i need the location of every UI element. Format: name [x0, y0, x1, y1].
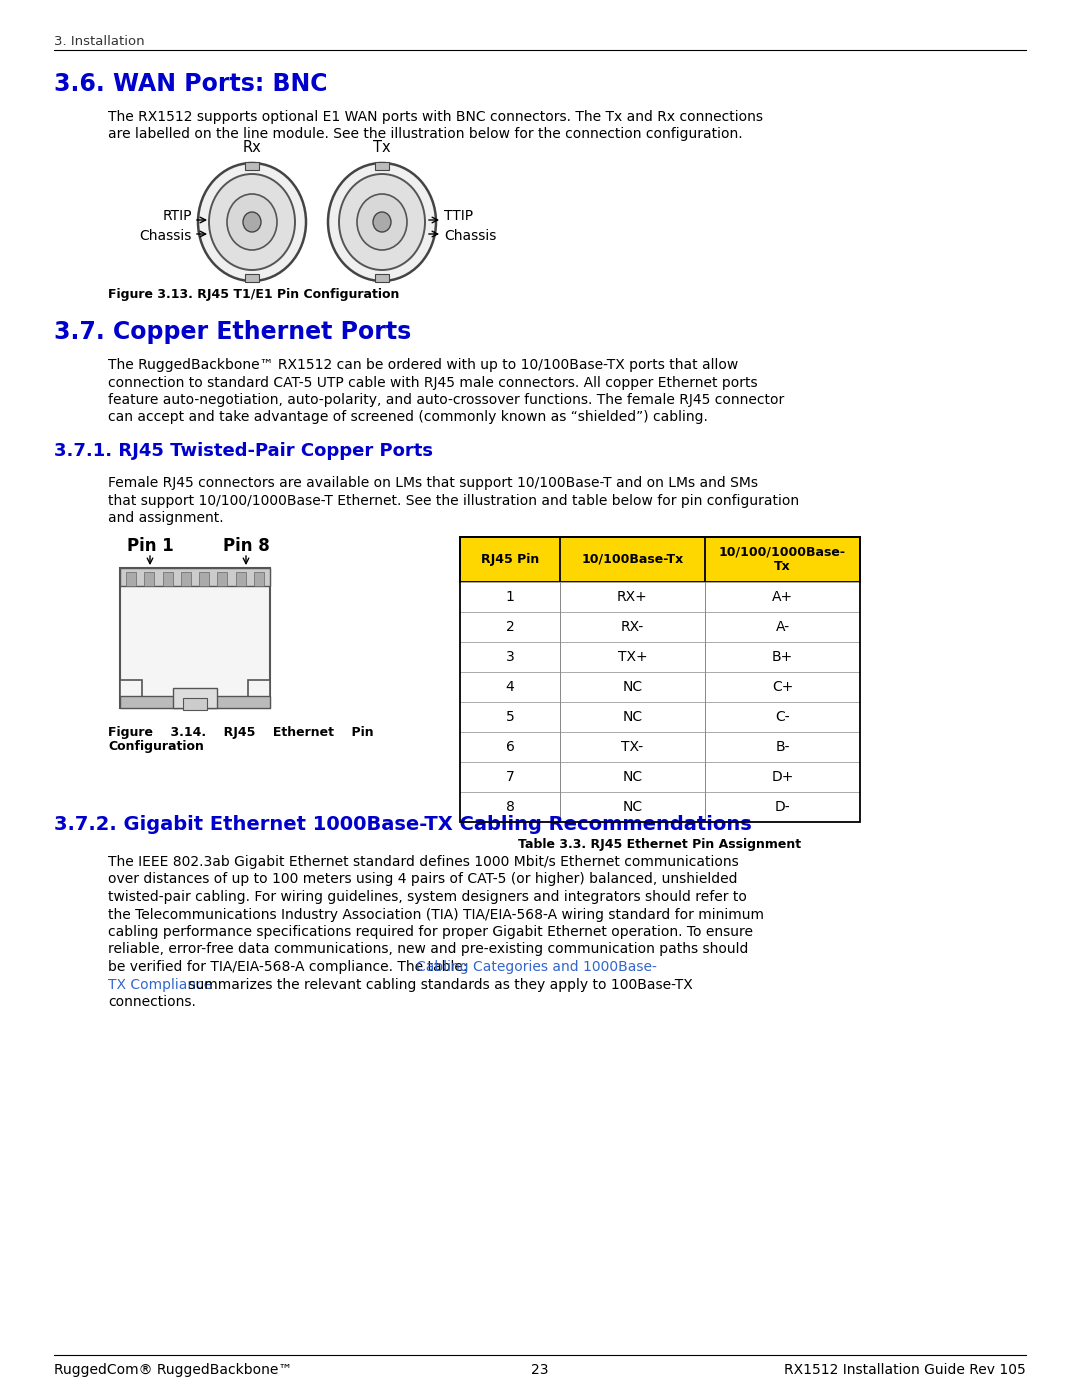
Bar: [180, 571, 191, 585]
Bar: [199, 571, 210, 585]
Text: Tx: Tx: [374, 140, 391, 155]
Text: C+: C+: [772, 680, 793, 694]
Text: Rx: Rx: [243, 140, 261, 155]
Bar: [460, 536, 860, 583]
Text: The IEEE 802.3ab Gigabit Ethernet standard defines 1000 Mbit/s Ethernet communic: The IEEE 802.3ab Gigabit Ethernet standa…: [108, 855, 739, 869]
Text: TTIP: TTIP: [444, 210, 473, 224]
Text: The RuggedBackbone™ RX1512 can be ordered with up to 10/100Base-TX ports that al: The RuggedBackbone™ RX1512 can be ordere…: [108, 358, 739, 372]
Text: B+: B+: [772, 650, 793, 664]
Text: RX1512 Installation Guide Rev 105: RX1512 Installation Guide Rev 105: [784, 1363, 1026, 1377]
Text: D+: D+: [771, 770, 794, 784]
Bar: [248, 680, 270, 708]
Text: TX+: TX+: [618, 650, 647, 664]
Text: A+: A+: [772, 590, 793, 604]
Text: summarizes the relevant cabling standards as they apply to 100Base-TX: summarizes the relevant cabling standard…: [184, 978, 692, 992]
Text: 3: 3: [505, 650, 514, 664]
Text: C-: C-: [775, 710, 789, 724]
Text: Configuration: Configuration: [108, 740, 204, 753]
Bar: [254, 571, 264, 585]
Text: RTIP: RTIP: [162, 210, 192, 224]
Text: Chassis: Chassis: [139, 229, 192, 243]
Text: reliable, error-free data communications, new and pre-existing communication pat: reliable, error-free data communications…: [108, 943, 748, 957]
Bar: [120, 696, 270, 708]
Ellipse shape: [373, 212, 391, 232]
Text: 3.7.1. RJ45 Twisted-Pair Copper Ports: 3.7.1. RJ45 Twisted-Pair Copper Ports: [54, 441, 433, 460]
Text: TX-: TX-: [621, 740, 644, 754]
Text: 6: 6: [505, 740, 514, 754]
Text: B-: B-: [775, 740, 789, 754]
Ellipse shape: [227, 194, 276, 250]
Text: Cabling Categories and 1000Base-: Cabling Categories and 1000Base-: [417, 960, 658, 974]
Text: 23: 23: [531, 1363, 549, 1377]
Text: be verified for TIA/EIA-568-A compliance. The table:: be verified for TIA/EIA-568-A compliance…: [108, 960, 472, 974]
Ellipse shape: [243, 212, 261, 232]
Bar: [375, 162, 389, 170]
Bar: [120, 569, 270, 708]
Text: 8: 8: [505, 800, 514, 814]
Text: 3. Installation: 3. Installation: [54, 35, 145, 47]
Text: Figure 3.13. RJ45 T1/E1 Pin Configuration: Figure 3.13. RJ45 T1/E1 Pin Configuratio…: [108, 288, 400, 300]
Text: can accept and take advantage of screened (commonly known as “shielded”) cabling: can accept and take advantage of screene…: [108, 411, 707, 425]
Text: cabling performance specifications required for proper Gigabit Ethernet operatio: cabling performance specifications requi…: [108, 925, 753, 939]
Ellipse shape: [328, 163, 436, 281]
Bar: [235, 571, 246, 585]
Text: RX-: RX-: [621, 620, 644, 634]
Ellipse shape: [339, 175, 426, 270]
Text: Figure    3.14.    RJ45    Ethernet    Pin: Figure 3.14. RJ45 Ethernet Pin: [108, 726, 374, 739]
Text: The RX1512 supports optional E1 WAN ports with BNC connectors. The Tx and Rx con: The RX1512 supports optional E1 WAN port…: [108, 110, 762, 124]
Text: feature auto-negotiation, auto-polarity, and auto-crossover functions. The femal: feature auto-negotiation, auto-polarity,…: [108, 393, 784, 407]
Bar: [460, 536, 860, 821]
Text: A-: A-: [775, 620, 789, 634]
Text: Chassis: Chassis: [444, 229, 497, 243]
Text: over distances of up to 100 meters using 4 pairs of CAT-5 (or higher) balanced, : over distances of up to 100 meters using…: [108, 873, 738, 887]
Text: connections.: connections.: [108, 995, 195, 1009]
Text: Pin 1: Pin 1: [126, 536, 174, 555]
Text: 1: 1: [505, 590, 514, 604]
Text: NC: NC: [622, 680, 643, 694]
Text: 2: 2: [505, 620, 514, 634]
Text: are labelled on the line module. See the illustration below for the connection c: are labelled on the line module. See the…: [108, 127, 743, 141]
Text: and assignment.: and assignment.: [108, 511, 224, 525]
Ellipse shape: [210, 175, 295, 270]
Text: 4: 4: [505, 680, 514, 694]
Bar: [183, 698, 207, 710]
Ellipse shape: [198, 163, 306, 281]
Text: RuggedCom® RuggedBackbone™: RuggedCom® RuggedBackbone™: [54, 1363, 293, 1377]
Text: connection to standard CAT-5 UTP cable with RJ45 male connectors. All copper Eth: connection to standard CAT-5 UTP cable w…: [108, 376, 758, 390]
Bar: [245, 162, 259, 170]
Bar: [145, 571, 154, 585]
Text: NC: NC: [622, 800, 643, 814]
Text: Table 3.3. RJ45 Ethernet Pin Assignment: Table 3.3. RJ45 Ethernet Pin Assignment: [518, 838, 801, 851]
Text: 10/100Base-Tx: 10/100Base-Tx: [581, 553, 684, 566]
Text: RJ45 Pin: RJ45 Pin: [481, 553, 539, 566]
Text: NC: NC: [622, 770, 643, 784]
Text: the Telecommunications Industry Association (TIA) TIA/EIA-568-A wiring standard : the Telecommunications Industry Associat…: [108, 908, 764, 922]
Text: 7: 7: [505, 770, 514, 784]
Text: 10/100/1000Base-
Tx: 10/100/1000Base- Tx: [719, 545, 846, 574]
Bar: [173, 687, 217, 708]
Text: Female RJ45 connectors are available on LMs that support 10/100Base-T and on LMs: Female RJ45 connectors are available on …: [108, 476, 758, 490]
Bar: [245, 274, 259, 282]
Text: twisted-pair cabling. For wiring guidelines, system designers and integrators sh: twisted-pair cabling. For wiring guideli…: [108, 890, 747, 904]
Bar: [120, 569, 270, 585]
Text: 3.7.2. Gigabit Ethernet 1000Base-TX Cabling Recommendations: 3.7.2. Gigabit Ethernet 1000Base-TX Cabl…: [54, 814, 752, 834]
Text: D-: D-: [774, 800, 791, 814]
Text: Pin 8: Pin 8: [222, 536, 269, 555]
Text: 3.6. WAN Ports: BNC: 3.6. WAN Ports: BNC: [54, 73, 327, 96]
Bar: [163, 571, 173, 585]
Ellipse shape: [357, 194, 407, 250]
Bar: [126, 571, 136, 585]
Bar: [120, 680, 141, 708]
Bar: [375, 274, 389, 282]
Text: 5: 5: [505, 710, 514, 724]
Text: RX+: RX+: [617, 590, 648, 604]
Text: 3.7. Copper Ethernet Ports: 3.7. Copper Ethernet Ports: [54, 320, 411, 344]
Text: TX Compliance: TX Compliance: [108, 978, 213, 992]
Text: that support 10/100/1000Base-T Ethernet. See the illustration and table below fo: that support 10/100/1000Base-T Ethernet.…: [108, 493, 799, 507]
Text: NC: NC: [622, 710, 643, 724]
Bar: [217, 571, 228, 585]
